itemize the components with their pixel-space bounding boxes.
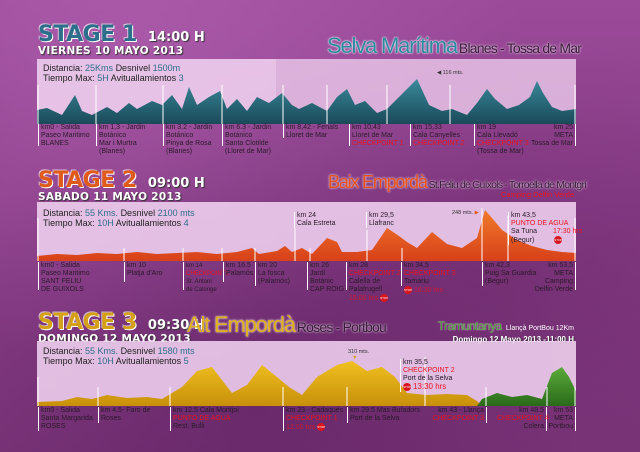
- stage-2-date: SABADO 11 MAYO 2013: [38, 191, 182, 203]
- tramuntanya-info: Tramuntanya Llançà PortBou 12Km Domingo …: [437, 319, 574, 344]
- stage-2-waypoint: km 42,3 Puig Sa Guardia (Begur): [482, 262, 536, 286]
- stage-2-header: STAGE 2 09:00 H SABADO 11 MAYO 2013: [38, 168, 205, 203]
- stage-3-waypoint: km0 - Salida Santa Margarida ROSES: [38, 407, 93, 431]
- stage-1-waypoint: km0 - Salida Paseo Maritimo BLANES: [38, 124, 90, 147]
- stage-3-waypoint: km 29.5 Mas Bufadors Port de la Selva: [347, 407, 420, 423]
- stop-icon: STOP: [554, 236, 563, 244]
- stage-2-waypoint: km 20 La fosca (Palamós): [255, 262, 290, 286]
- stage-1-region: Selva Marítima Blanes - Tossa de Mar: [327, 33, 582, 58]
- stage-3-waypoint-finish: km 53 META Portbou: [548, 407, 576, 431]
- stage-1-section: STAGE 1 14:00 H VIERNES 10 MAYO 2013 Sel…: [0, 0, 640, 160]
- stage-2-waypoint-top: km 24 Cala Estreta: [294, 212, 336, 228]
- stage-3-waypoint: km 4.5- Faro de Roses: [98, 407, 150, 423]
- stage-2-time: 09:00 H: [147, 176, 205, 191]
- stage-1-waypoint: km 8,42 - Fenals Lloret de Mar: [283, 124, 338, 139]
- stage-3-peak-note: 310 mts. ▼: [348, 349, 370, 361]
- stage-1-waypoint: km 6.3 - Jardin Botánico Santa Clotilde (Ll…: [222, 124, 271, 155]
- stop-icon: STOP: [317, 423, 326, 431]
- stop-icon: STOP: [380, 294, 389, 302]
- stage-3-header: STAGE 3 09:30 H DOMINGO 12 MAYO 2013: [38, 310, 205, 345]
- stage-3-info: Distancia: 55 Kms. Desnivel 1580 mts Tie…: [43, 346, 195, 366]
- stage-1-peak-note: ◀ 116 mts.: [437, 70, 464, 76]
- stage-2-waypoint: km0 - Salida Paseo Maritimo SANT FELIU DE G…: [38, 262, 90, 293]
- stage-2-waypoint-top: km 29,5 Llafranc: [366, 212, 394, 228]
- stage-2-waypoint: km 26 Jardí Botànic CAP ROIG: [307, 262, 344, 293]
- stage-1-waypoint: km 10,43 Lloret de Mar CHECKPOINT 1: [349, 124, 404, 147]
- stage-2-waypoint: km 10 Platja d'Aro: [124, 262, 163, 282]
- stage-2-info: Distancia: 55 Kms. Desnivel 2100 mts Tie…: [43, 208, 195, 228]
- stage-1-waypoint-finish: km 25 META Tossa de Mar: [531, 124, 576, 147]
- stage-2-peak-note: 248 mts. ▶: [452, 210, 479, 216]
- stage-1-waypoint: km 3.2 - Jardin Botánico Pinya de Rosa (Bla…: [163, 124, 212, 155]
- stage-1-waypoint: km 19 Cala Llevadó CHECKPOINT 3 (Tossa de M…: [474, 124, 529, 155]
- stop-icon: STOP: [403, 383, 412, 392]
- stage-1-date: VIERNES 10 MAYO 2013: [38, 45, 184, 57]
- stage-1-waypoint: km 1,3 - Jardin Botánico Mar i Murtra (Blan…: [96, 124, 145, 155]
- stage-1-waypoint: km 15,33 Cala Canyelles CHECKPOINT 2: [410, 124, 465, 147]
- stage-3-waypoint: km 12.5 Cala Montjoi PUNTO DE AGUA Rest. B…: [170, 407, 239, 431]
- stage-3-section: STAGE 3 09:30 H DOMINGO 12 MAYO 2013 Alt…: [0, 305, 640, 452]
- stage-3-title: STAGE 3: [38, 310, 137, 335]
- stage-1-info: Distancia: 25Kms Desnivel 1500m Tiempo M…: [43, 63, 184, 83]
- stage-1-elevation-profile: [37, 79, 576, 124]
- stage-2-section: STAGE 2 09:00 H SABADO 11 MAYO 2013 Baix…: [0, 160, 640, 310]
- stage-2-waypoint: km 16.5 Palamós: [223, 262, 253, 282]
- stage-3-region: Alt Empordà Roses - Portbou: [187, 312, 387, 337]
- stage-1-title: STAGE 1: [38, 22, 137, 47]
- stage-2-elevation-profile: [37, 208, 576, 261]
- stage-2-waypoint: km 28 CHECKPOINT 2 Calella de Palafrugell 1…: [346, 262, 401, 302]
- stage-3-waypoint: km 48.5 CHECKPOINT 4 Colera: [497, 407, 549, 431]
- stage-2-waypoint: km 34,5 CHECKPOINT 3 Tamariu STOP 16:30 hr…: [401, 262, 456, 294]
- stage-1-header: STAGE 1 14:00 H VIERNES 10 MAYO 2013: [38, 22, 205, 57]
- stage-1-time: 14:00 H: [147, 30, 205, 45]
- stage-3-waypoint-top: km 35,5 CHECKPOINT 2 Port de la Selva STOP…: [400, 359, 455, 392]
- stage-3-elevation-profile: [37, 357, 576, 406]
- stage-2-route-sub: Camping Delfin Verde: [501, 190, 574, 199]
- stage-2-region: Baix Empordà St.Feliu de Guíxols - Torroe…: [328, 172, 587, 192]
- stage-2-title: STAGE 2: [38, 168, 137, 193]
- stage-2-waypoint-top: km 43,5 PUNTO DE AGUA Sa Tuna 17:30 hrs …: [508, 212, 582, 245]
- stage-2-waypoint-finish: km 53,5 META Camping Delfin Verde: [535, 262, 576, 293]
- stop-icon: STOP: [404, 286, 413, 294]
- stage-3-time: 09:30 H: [147, 318, 205, 333]
- stage-3-waypoint: km 43 - Llança CHECKPOINT 3: [425, 407, 487, 423]
- stage-3-waypoint: km 23 - Cadaqués CHECKPOINT 1 12:00 hrs S…: [283, 407, 343, 431]
- stage-2-waypoint: km 14 CHECKPOINT1 St. Antoni de Calonge: [183, 262, 229, 293]
